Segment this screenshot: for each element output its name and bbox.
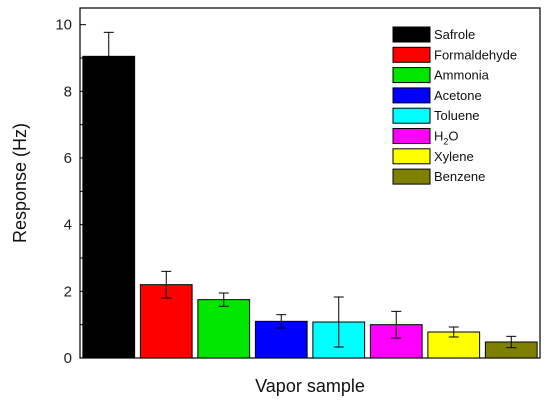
bar-ammonia	[197, 299, 251, 359]
legend-swatch	[392, 168, 431, 185]
legend-label: Benzene	[434, 169, 485, 184]
legend-swatch	[392, 128, 431, 144]
legend: Safrole Formaldehyde Ammonia Acetone Toluene…	[392, 26, 517, 185]
y-tick-label: 2	[64, 283, 72, 300]
y-tick-label: 10	[55, 17, 72, 34]
y-tick-label: 8	[64, 83, 72, 100]
y-tick-label: 0	[64, 350, 72, 367]
legend-label: Formaldehyde	[434, 47, 517, 62]
legend-swatch	[392, 26, 431, 43]
x-axis-title: Vapor sample	[255, 376, 365, 396]
plot-frame	[79, 7, 541, 359]
legend-label: Toluene	[434, 108, 480, 123]
y-axis: 0 2 4 6 8 10	[55, 17, 86, 367]
error-bars	[103, 31, 517, 349]
legend-swatch	[392, 46, 431, 63]
y-tick-label: 4	[64, 217, 72, 234]
legend-label: Xylene	[434, 149, 474, 164]
legend-swatch	[392, 87, 431, 104]
legend-label: Ammonia	[434, 68, 490, 83]
y-axis-title: Response (Hz)	[10, 123, 30, 243]
legend-label: Acetone	[434, 88, 482, 103]
legend-swatch	[392, 148, 431, 165]
legend-swatch	[392, 107, 431, 124]
legend-swatch	[392, 67, 431, 84]
legend-label: Safrole	[434, 27, 475, 42]
y-tick-label: 6	[64, 150, 72, 167]
bar-formaldehyde	[139, 284, 193, 359]
legend-label: H2O	[434, 129, 459, 147]
bar-safrole	[82, 55, 136, 359]
